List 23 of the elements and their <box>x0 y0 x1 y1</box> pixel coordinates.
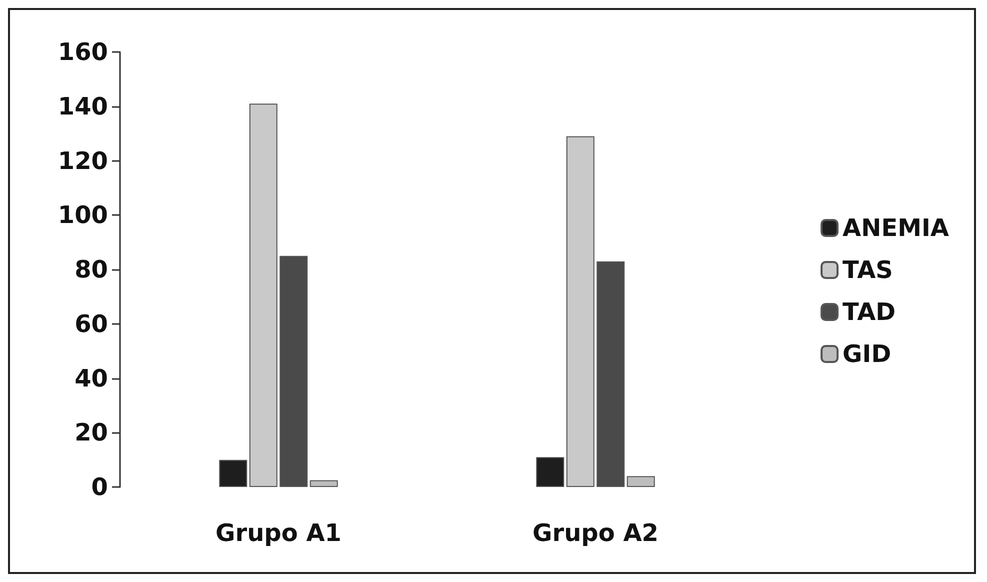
bar <box>536 457 564 487</box>
bar <box>596 261 625 487</box>
legend-label: ANEMIA <box>842 214 950 242</box>
x-tick-label: Grupo A2 <box>532 519 658 547</box>
legend-label: GID <box>842 340 892 368</box>
y-tick-label: 80 <box>74 256 108 284</box>
bar <box>626 476 655 487</box>
legend-label: TAS <box>842 256 893 284</box>
bar <box>219 460 248 487</box>
legend-label: TAD <box>842 298 896 326</box>
y-tick-label: 40 <box>74 364 108 392</box>
y-tick-label: 60 <box>74 310 108 338</box>
bar <box>280 256 308 487</box>
y-tick-label: 120 <box>58 146 108 175</box>
y-tick-label: 100 <box>58 201 108 230</box>
bar <box>310 480 338 487</box>
bar <box>566 136 594 487</box>
y-tick-label: 20 <box>74 418 108 447</box>
y-tick-label: 140 <box>58 92 108 120</box>
y-tick-label: 160 <box>58 38 108 66</box>
bar <box>249 104 278 487</box>
y-tick-label: 0 <box>91 473 108 501</box>
x-tick-label: Grupo A1 <box>216 519 342 547</box>
